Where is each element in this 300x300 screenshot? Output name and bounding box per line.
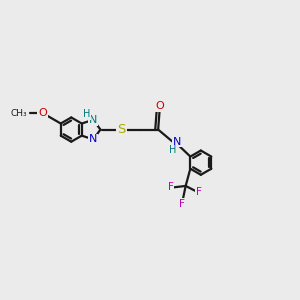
- Text: O: O: [38, 108, 47, 118]
- Text: N: N: [89, 115, 98, 125]
- Text: CH₃: CH₃: [11, 109, 27, 118]
- Text: H: H: [83, 109, 91, 119]
- Text: N: N: [89, 134, 98, 144]
- Text: F: F: [196, 187, 202, 197]
- Text: F: F: [168, 182, 173, 192]
- Text: O: O: [155, 101, 164, 111]
- Text: N: N: [173, 136, 181, 147]
- Text: F: F: [179, 199, 185, 209]
- Text: S: S: [117, 123, 126, 136]
- Text: H: H: [169, 146, 176, 155]
